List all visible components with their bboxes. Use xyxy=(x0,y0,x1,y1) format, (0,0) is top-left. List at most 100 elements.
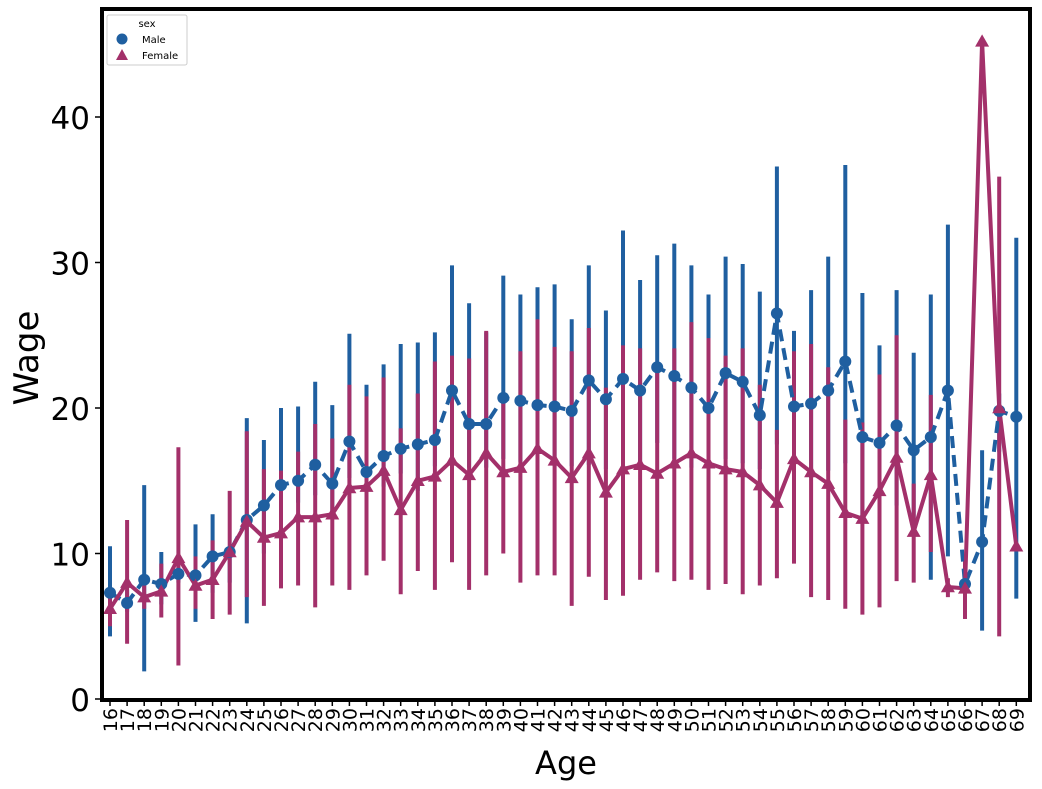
point-female-16 xyxy=(103,601,117,615)
point-male-51 xyxy=(702,402,715,414)
point-male-38 xyxy=(480,418,493,431)
point-female-47 xyxy=(633,457,648,470)
x-tick-label-59: 59 xyxy=(835,708,857,732)
point-female-42 xyxy=(547,453,562,466)
x-tick-label-19: 19 xyxy=(151,708,173,732)
point-female-23 xyxy=(222,545,237,558)
x-tick-label-40: 40 xyxy=(510,708,532,732)
point-female-31 xyxy=(359,479,374,492)
x-tick-label-37: 37 xyxy=(459,708,481,732)
point-female-29 xyxy=(325,507,340,520)
point-male-33 xyxy=(394,442,407,455)
point-male-20 xyxy=(172,567,185,580)
point-female-20 xyxy=(171,550,186,564)
point-male-47 xyxy=(634,384,647,397)
point-male-64 xyxy=(924,431,937,444)
point-male-50 xyxy=(685,381,698,394)
point-male-63 xyxy=(907,444,920,457)
point-male-56 xyxy=(788,400,800,413)
point-male-30 xyxy=(343,435,356,448)
point-male-18 xyxy=(138,573,151,586)
x-tick-label-36: 36 xyxy=(442,708,464,732)
x-tick-label-69: 69 xyxy=(1006,708,1028,732)
point-female-22 xyxy=(205,572,220,585)
point-male-59 xyxy=(839,355,852,368)
point-male-34 xyxy=(411,438,424,451)
x-tick-label-53: 53 xyxy=(733,708,755,732)
point-female-41 xyxy=(530,441,545,454)
point-female-40 xyxy=(513,460,528,473)
point-male-31 xyxy=(360,466,373,479)
point-male-25 xyxy=(257,499,270,512)
x-tick-label-39: 39 xyxy=(493,708,515,732)
point-male-54 xyxy=(753,409,766,422)
point-female-36 xyxy=(445,453,459,466)
x-tick-label-57: 57 xyxy=(801,708,823,732)
point-female-68 xyxy=(992,401,1007,414)
x-tick-label-23: 23 xyxy=(220,708,242,732)
point-female-26 xyxy=(274,526,288,539)
point-male-48 xyxy=(651,361,664,374)
x-tick-label-21: 21 xyxy=(186,708,208,732)
point-male-44 xyxy=(582,374,595,387)
point-female-49 xyxy=(667,456,682,469)
x-tick-label-20: 20 xyxy=(168,708,190,732)
point-male-69 xyxy=(1010,410,1023,423)
point-female-17 xyxy=(120,575,135,588)
point-female-28 xyxy=(308,510,323,523)
x-tick-label-16: 16 xyxy=(100,708,122,732)
y-ticks: 0 10 20 30 40 xyxy=(51,101,102,719)
point-female-63 xyxy=(906,524,921,537)
x-tick-label-58: 58 xyxy=(818,708,840,732)
point-female-64 xyxy=(923,467,938,481)
x-tick-label-29: 29 xyxy=(322,708,344,732)
point-female-56 xyxy=(787,451,801,465)
point-male-27 xyxy=(292,474,305,487)
point-female-58 xyxy=(821,476,836,489)
point-male-55 xyxy=(770,307,783,320)
point-male-46 xyxy=(617,372,629,385)
x-tick-label-32: 32 xyxy=(374,708,396,732)
legend-male-marker xyxy=(116,33,128,45)
legend-female-marker xyxy=(116,49,128,60)
point-male-36 xyxy=(446,384,458,397)
point-female-44 xyxy=(581,446,596,459)
point-male-58 xyxy=(822,384,835,397)
x-tick-label-28: 28 xyxy=(305,708,327,732)
point-male-45 xyxy=(599,393,612,406)
point-male-62 xyxy=(890,419,903,432)
point-female-24 xyxy=(239,514,254,527)
point-male-40 xyxy=(514,394,527,407)
x-tick-label-47: 47 xyxy=(630,708,652,732)
y-tick-label-40: 40 xyxy=(51,101,90,137)
point-female-65 xyxy=(940,579,955,593)
x-tick-label-54: 54 xyxy=(750,708,772,732)
point-male-57 xyxy=(805,397,818,410)
x-tick-label-42: 42 xyxy=(545,708,567,732)
point-male-61 xyxy=(873,436,886,449)
point-male-28 xyxy=(309,458,322,471)
legend-title: sex xyxy=(138,19,155,30)
point-male-67 xyxy=(976,535,989,548)
point-female-66 xyxy=(958,581,972,594)
x-tick-label-56: 56 xyxy=(784,708,806,732)
point-female-39 xyxy=(496,465,511,478)
point-female-57 xyxy=(804,465,819,478)
x-tick-label-61: 61 xyxy=(870,708,892,732)
point-female-54 xyxy=(752,478,767,491)
x-tick-label-25: 25 xyxy=(254,708,276,732)
x-tick-label-27: 27 xyxy=(288,708,310,732)
point-male-19 xyxy=(155,578,168,591)
point-male-42 xyxy=(548,400,561,413)
point-female-60 xyxy=(855,511,870,524)
x-tick-label-38: 38 xyxy=(476,708,498,732)
x-tick-label-41: 41 xyxy=(528,708,550,732)
point-female-33 xyxy=(393,502,408,516)
point-female-35 xyxy=(427,469,442,482)
x-tick-label-48: 48 xyxy=(647,708,669,732)
point-female-61 xyxy=(872,483,887,497)
point-female-55 xyxy=(769,495,784,508)
x-tick-label-49: 49 xyxy=(664,708,686,732)
point-female-43 xyxy=(564,470,579,484)
